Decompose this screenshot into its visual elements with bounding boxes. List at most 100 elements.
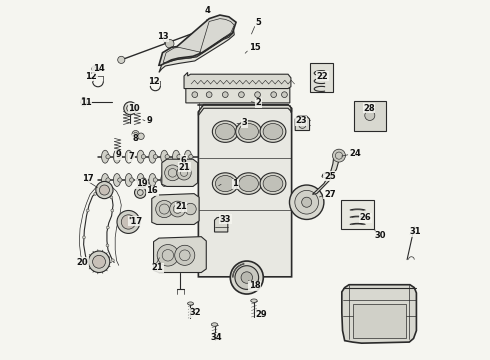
Text: 33: 33 xyxy=(220,215,231,224)
Text: 28: 28 xyxy=(364,104,375,113)
Text: 30: 30 xyxy=(374,231,386,240)
Circle shape xyxy=(206,92,212,98)
Polygon shape xyxy=(186,87,290,103)
Circle shape xyxy=(96,181,113,199)
Polygon shape xyxy=(198,105,292,116)
Circle shape xyxy=(138,133,144,139)
Circle shape xyxy=(129,154,134,159)
Circle shape xyxy=(105,189,108,192)
Ellipse shape xyxy=(251,299,257,302)
Ellipse shape xyxy=(172,150,180,163)
Circle shape xyxy=(82,236,85,239)
Ellipse shape xyxy=(184,150,192,163)
Ellipse shape xyxy=(81,98,87,106)
Circle shape xyxy=(255,92,260,98)
Circle shape xyxy=(140,179,148,187)
Circle shape xyxy=(282,92,287,98)
Polygon shape xyxy=(198,105,292,277)
Circle shape xyxy=(156,201,173,218)
Ellipse shape xyxy=(113,150,121,163)
Ellipse shape xyxy=(211,323,218,326)
Circle shape xyxy=(135,187,146,198)
Ellipse shape xyxy=(101,150,109,163)
Polygon shape xyxy=(159,15,236,65)
Text: 16: 16 xyxy=(147,186,158,195)
Polygon shape xyxy=(295,116,310,131)
Circle shape xyxy=(230,261,263,294)
Ellipse shape xyxy=(101,174,109,186)
Circle shape xyxy=(157,244,179,266)
Text: 3: 3 xyxy=(242,118,247,127)
Polygon shape xyxy=(354,101,386,131)
Circle shape xyxy=(106,178,110,182)
Circle shape xyxy=(365,111,375,121)
Ellipse shape xyxy=(263,176,283,192)
Polygon shape xyxy=(215,217,228,232)
Circle shape xyxy=(189,178,193,182)
Text: 23: 23 xyxy=(295,116,307,125)
Ellipse shape xyxy=(239,176,258,192)
Text: '17: '17 xyxy=(128,217,143,226)
Text: 9: 9 xyxy=(147,116,152,125)
Circle shape xyxy=(85,257,88,260)
Text: 31: 31 xyxy=(410,228,421,237)
Ellipse shape xyxy=(212,121,238,142)
Text: 4: 4 xyxy=(204,6,210,15)
Text: 20: 20 xyxy=(76,258,88,267)
Circle shape xyxy=(177,154,181,159)
Circle shape xyxy=(93,255,105,268)
Circle shape xyxy=(99,185,109,195)
Circle shape xyxy=(235,266,259,289)
Circle shape xyxy=(302,197,312,207)
Circle shape xyxy=(185,203,196,215)
Text: 21: 21 xyxy=(175,202,187,211)
Text: 14: 14 xyxy=(93,64,104,73)
Circle shape xyxy=(106,226,109,229)
Text: 7: 7 xyxy=(128,152,134,161)
Circle shape xyxy=(192,92,197,98)
Polygon shape xyxy=(153,237,206,273)
Circle shape xyxy=(129,178,134,182)
Circle shape xyxy=(204,37,210,43)
Ellipse shape xyxy=(137,174,144,186)
Polygon shape xyxy=(342,285,416,343)
Circle shape xyxy=(295,190,319,214)
Ellipse shape xyxy=(149,174,156,186)
Circle shape xyxy=(106,154,110,159)
Ellipse shape xyxy=(184,174,192,186)
Text: 25: 25 xyxy=(324,172,336,181)
Ellipse shape xyxy=(239,123,258,140)
Text: 12: 12 xyxy=(148,77,160,86)
Text: 2: 2 xyxy=(256,98,262,107)
Circle shape xyxy=(166,40,174,48)
Text: 24: 24 xyxy=(349,149,361,158)
Text: 12: 12 xyxy=(85,72,97,81)
Text: 15: 15 xyxy=(248,43,260,52)
Circle shape xyxy=(153,178,157,182)
Ellipse shape xyxy=(161,174,168,186)
Circle shape xyxy=(175,245,195,265)
Circle shape xyxy=(333,149,345,162)
Circle shape xyxy=(165,154,170,159)
Circle shape xyxy=(88,251,110,273)
Circle shape xyxy=(132,131,139,138)
Text: 8: 8 xyxy=(132,134,138,143)
Circle shape xyxy=(110,196,113,199)
Circle shape xyxy=(106,244,109,247)
Circle shape xyxy=(126,105,134,112)
Ellipse shape xyxy=(125,174,132,186)
Ellipse shape xyxy=(137,150,144,163)
Ellipse shape xyxy=(216,123,235,140)
Text: 1: 1 xyxy=(232,179,238,188)
Circle shape xyxy=(214,34,220,40)
Text: 32: 32 xyxy=(190,308,201,317)
Text: 27: 27 xyxy=(324,190,336,199)
Text: 18: 18 xyxy=(248,281,260,290)
Polygon shape xyxy=(184,72,291,89)
Polygon shape xyxy=(152,194,199,225)
Text: 5: 5 xyxy=(256,18,262,27)
Ellipse shape xyxy=(149,150,156,163)
Text: 22: 22 xyxy=(317,72,328,81)
Ellipse shape xyxy=(125,150,132,163)
Ellipse shape xyxy=(260,173,286,194)
